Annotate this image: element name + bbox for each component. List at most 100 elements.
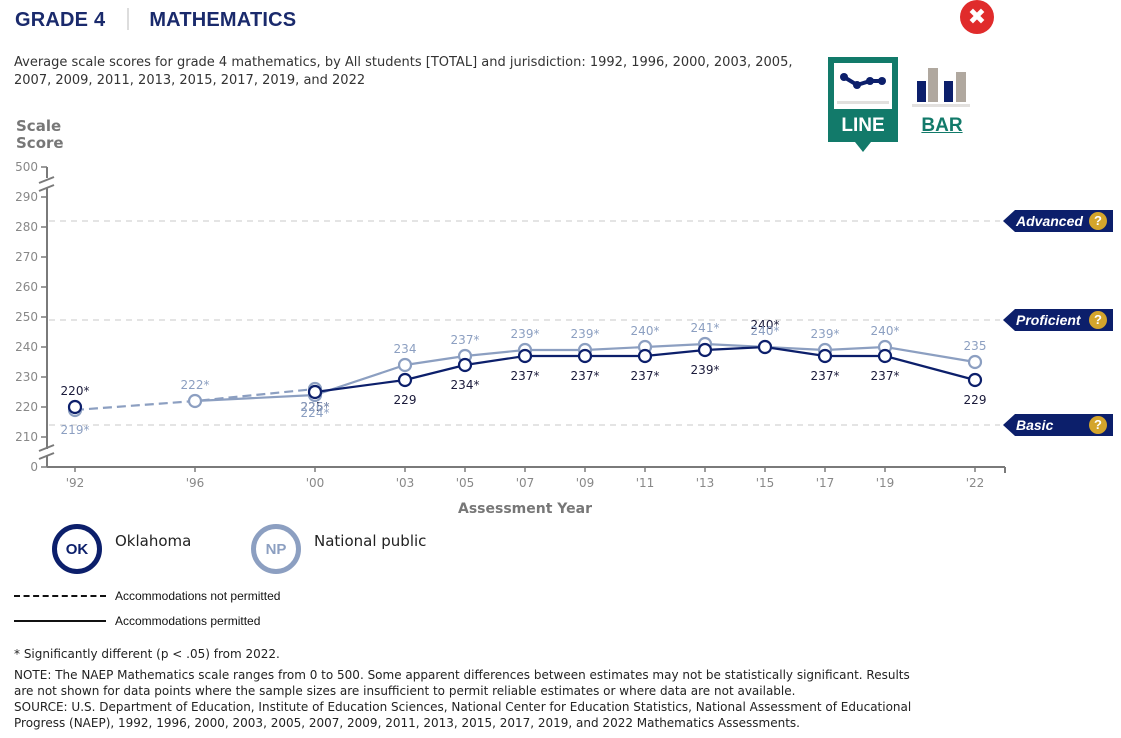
data-label-np: 222* — [181, 378, 210, 392]
y-tick-label: 220 — [15, 400, 38, 414]
data-label-np: 240* — [751, 324, 780, 338]
x-tick-label: '07 — [516, 476, 535, 490]
series-line-solid — [194, 342, 976, 403]
data-label-ok: 237* — [811, 369, 840, 383]
y-tick-label: 0 — [30, 460, 38, 474]
chart-subtitle: Average scale scores for grade 4 mathema… — [14, 55, 793, 88]
data-label-np: 234 — [394, 342, 417, 356]
data-point-ok — [757, 339, 773, 355]
level-badge-proficient: Proficient? — [1003, 309, 1113, 331]
national-public-marker-icon: NP — [251, 524, 301, 574]
scale-note: NOTE: The NAEP Mathematics scale ranges … — [14, 668, 910, 698]
data-label-ok: 229 — [394, 393, 417, 407]
header-divider — [127, 8, 130, 30]
subject-title: MATHEMATICS — [149, 9, 297, 31]
data-label-ok: 237* — [511, 369, 540, 383]
y-tick-label: 260 — [15, 280, 38, 294]
data-point-ok — [697, 342, 713, 358]
line-view-toggle[interactable]: LINE — [828, 57, 898, 152]
bar-view-toggle[interactable]: BAR — [912, 62, 972, 142]
legend-accommodations-not-permitted: Accommodations not permitted — [14, 589, 280, 603]
close-icon: ✖ — [967, 4, 987, 30]
data-label-np: 219* — [61, 423, 90, 437]
legend-label: Accommodations permitted — [115, 614, 261, 628]
x-axis-title: Assessment Year — [458, 501, 592, 517]
x-tick-label: '11 — [636, 476, 655, 490]
level-label: Advanced — [1016, 213, 1083, 229]
data-label-ok: 234* — [451, 378, 480, 392]
y-tick-label: 210 — [15, 430, 38, 444]
solid-line-icon — [14, 620, 106, 622]
dashed-line-icon — [14, 595, 106, 597]
data-point-ok — [637, 348, 653, 364]
x-tick-label: '22 — [966, 476, 985, 490]
line-chart-icon — [834, 63, 892, 109]
data-label-ok: 237* — [571, 369, 600, 383]
level-badge-basic: Basic? — [1003, 414, 1113, 436]
level-badge-advanced: Advanced? — [1003, 210, 1113, 232]
data-point-ok — [877, 348, 893, 364]
y-axis-title: Scale Score — [16, 117, 64, 152]
data-label-ok: 240* — [751, 318, 780, 332]
level-label: Basic — [1016, 417, 1054, 433]
data-label-np: 239* — [571, 327, 600, 341]
footnotes: * Significantly different (p < .05) from… — [14, 646, 924, 731]
line-chart: 0 210 220 230 240 250 260 270 280 290 500 '92 '96 '00… — [15, 160, 1006, 517]
data-label-np: 235 — [964, 339, 987, 353]
x-tick-label: '09 — [576, 476, 595, 490]
grade-title: GRADE 4 — [15, 9, 106, 31]
significance-note: * Significantly different (p < .05) from… — [14, 647, 280, 661]
x-tick-label: '00 — [306, 476, 325, 490]
source-note: SOURCE: U.S. Department of Education, In… — [14, 700, 912, 730]
data-label-np: 241* — [691, 321, 720, 335]
x-tick-label: '03 — [396, 476, 415, 490]
y-tick-label: 280 — [15, 220, 38, 234]
y-tick-label: 240 — [15, 340, 38, 354]
y-tick-label: 270 — [15, 250, 38, 264]
data-label-np: 240* — [631, 324, 660, 338]
legend-label: Oklahoma — [115, 532, 192, 550]
data-label-ok: 225* — [301, 400, 330, 414]
data-point-np — [967, 354, 983, 370]
x-tick-label: '15 — [756, 476, 775, 490]
y-tick-label: 500 — [15, 160, 38, 174]
data-label-ok: 237* — [631, 369, 660, 383]
markers-ok — [67, 339, 983, 415]
x-tick-label: '96 — [186, 476, 205, 490]
x-tick-label: '17 — [816, 476, 835, 490]
data-label-np: 226* — [301, 400, 330, 414]
legend-label: National public — [314, 532, 427, 550]
data-label-ok: 220* — [61, 384, 90, 398]
data-point-ok — [397, 372, 413, 388]
achievement-level-lines — [49, 220, 1000, 426]
selected-pointer — [855, 142, 871, 152]
y-tick-label: 250 — [15, 310, 38, 324]
x-tick-label: '19 — [876, 476, 895, 490]
level-label: Proficient — [1016, 312, 1081, 328]
x-tick-label: '05 — [456, 476, 475, 490]
y-axis-break-mark — [38, 444, 55, 452]
data-label-np: 239* — [811, 327, 840, 341]
page-header: GRADE 4 MATHEMATICS — [15, 8, 296, 32]
data-point-ok — [967, 372, 983, 388]
x-tick-label: '13 — [696, 476, 715, 490]
help-icon[interactable]: ? — [1089, 212, 1107, 230]
data-label-ok: 237* — [871, 369, 900, 383]
close-button[interactable]: ✖ — [960, 0, 994, 34]
bar-chart-icon — [912, 68, 970, 107]
data-label-np: 239* — [511, 327, 540, 341]
data-label-np: 240* — [871, 324, 900, 338]
help-icon[interactable]: ? — [1089, 416, 1107, 434]
series — [67, 336, 983, 418]
oklahoma-marker-icon: OK — [52, 524, 102, 574]
legend-national-public: NP National public — [251, 524, 426, 574]
data-point-ok — [307, 384, 323, 400]
help-icon[interactable]: ? — [1089, 311, 1107, 329]
data-label-ok: 239* — [691, 363, 720, 377]
y-tick-label: 290 — [15, 190, 38, 204]
legend-oklahoma: OK Oklahoma — [52, 524, 191, 574]
legend-label: Accommodations not permitted — [115, 589, 281, 603]
data-point-np — [187, 393, 203, 409]
y-tick-label: 230 — [15, 370, 38, 384]
bar-view-label: BAR — [921, 115, 963, 136]
